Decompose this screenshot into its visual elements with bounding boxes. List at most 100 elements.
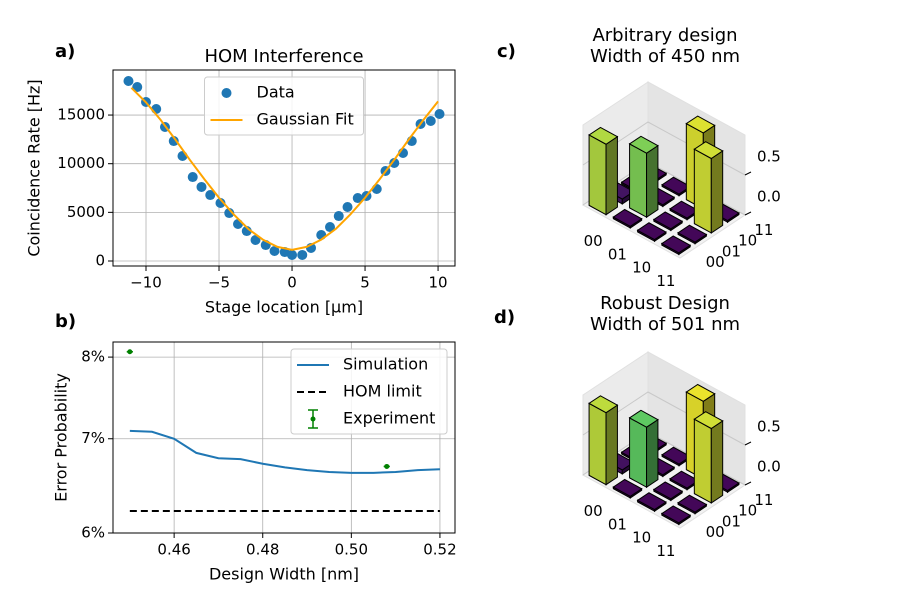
y-tick-label: 00 — [706, 523, 725, 541]
data-point — [224, 208, 235, 219]
bar-3d — [652, 481, 684, 502]
bar-3d — [693, 411, 724, 504]
x-tick-label: −10 — [130, 274, 162, 292]
z-tick-label: 0.0 — [757, 458, 781, 476]
data-point — [123, 75, 134, 86]
z-tick — [744, 441, 752, 446]
data-point — [297, 249, 308, 260]
chart-title: Width of 450 nm — [590, 46, 740, 67]
bar-top — [628, 135, 659, 154]
panel-label: b) — [55, 311, 76, 332]
data-point — [342, 201, 353, 212]
bar-top — [652, 211, 684, 230]
bar-3d — [660, 235, 692, 256]
bar-top — [588, 395, 619, 414]
data-point — [425, 115, 436, 126]
bar-side — [710, 420, 724, 504]
bar-front — [588, 402, 607, 486]
chart-title: Robust Design — [600, 293, 730, 314]
chart-title: Width of 501 nm — [590, 314, 740, 335]
y-tick-label: 10 — [738, 232, 757, 250]
bar-top — [693, 411, 724, 430]
bar-3d — [636, 222, 667, 243]
y-tick-label: 01 — [722, 242, 741, 260]
chart-title: HOM Interference — [204, 46, 363, 67]
bar-3d — [636, 492, 667, 513]
line — [130, 87, 439, 251]
x-tick-label: 11 — [656, 542, 675, 560]
bar-side — [605, 404, 618, 486]
x-tick-label: −5 — [208, 274, 230, 292]
error-point — [126, 349, 133, 355]
panel-label: a) — [55, 41, 75, 62]
bar-3d — [677, 494, 708, 515]
axes-frame — [112, 341, 456, 534]
bar-top — [628, 409, 659, 428]
error-point — [383, 463, 390, 469]
legend-label: Gaussian Fit — [257, 110, 354, 129]
y-tick-label: 5000 — [67, 203, 105, 221]
bar-top — [685, 383, 716, 402]
bar-3d — [588, 395, 619, 486]
bar-top — [677, 224, 708, 243]
z-tick — [744, 481, 752, 486]
bar-front — [629, 143, 648, 218]
x-tick-label: 10 — [429, 274, 448, 292]
legend-label: Data — [257, 83, 295, 102]
x-tick-label: 10 — [632, 529, 651, 547]
bar-side — [605, 135, 618, 216]
data-point — [215, 198, 226, 209]
data-point — [205, 190, 216, 201]
data-point — [196, 181, 207, 192]
bar-front — [588, 134, 607, 216]
bar-top — [660, 235, 692, 254]
y-axis-label: Error Probability — [52, 373, 71, 502]
data-point — [434, 108, 445, 119]
bar-side — [710, 150, 724, 234]
z-tick-label: 0.0 — [757, 188, 781, 206]
z-tick-label: 0.5 — [757, 148, 781, 166]
data-point — [352, 193, 363, 204]
error-marker — [384, 463, 390, 469]
bar-front — [629, 417, 648, 488]
bar-3d — [588, 126, 619, 216]
bar-3d — [612, 478, 643, 499]
y-tick-label: 8% — [81, 348, 105, 366]
x-tick-label: 0.48 — [246, 541, 279, 559]
bar-3d — [612, 208, 643, 229]
z-tick-label: 0.5 — [757, 418, 781, 436]
x-tick-label: 5 — [360, 274, 370, 292]
data-point — [132, 82, 143, 93]
y-tick-label: 7% — [81, 429, 105, 447]
x-axis-label: Stage location [μm] — [205, 298, 363, 317]
legend-label: Experiment — [343, 409, 435, 428]
data-point — [333, 211, 344, 222]
z-tick — [744, 211, 752, 216]
bar-3d — [677, 224, 708, 245]
line — [129, 429, 440, 474]
bar-3d — [628, 409, 659, 489]
chart-title: Arbitrary design — [592, 25, 737, 46]
data-point — [187, 172, 198, 183]
x-tick-label: 0.50 — [335, 541, 368, 559]
x-tick-label: 01 — [608, 245, 627, 263]
y-tick-label: 11 — [754, 221, 773, 239]
data-point — [287, 249, 298, 260]
data-point — [233, 219, 244, 230]
x-tick-label: 10 — [632, 259, 651, 277]
data-point — [324, 222, 335, 233]
bar-3d — [693, 141, 724, 234]
legend-box — [204, 76, 364, 136]
bar-front — [693, 418, 712, 504]
bar-top — [685, 115, 716, 134]
x-tick-label: 0.46 — [157, 541, 190, 559]
data-point — [250, 234, 261, 245]
x-tick-label: 00 — [584, 232, 603, 250]
data-point — [168, 136, 179, 147]
bar-top — [636, 492, 667, 511]
legend-marker — [310, 416, 316, 422]
error-marker — [127, 349, 133, 355]
axes-frame — [112, 69, 456, 267]
x-tick-label: 0 — [287, 274, 297, 292]
